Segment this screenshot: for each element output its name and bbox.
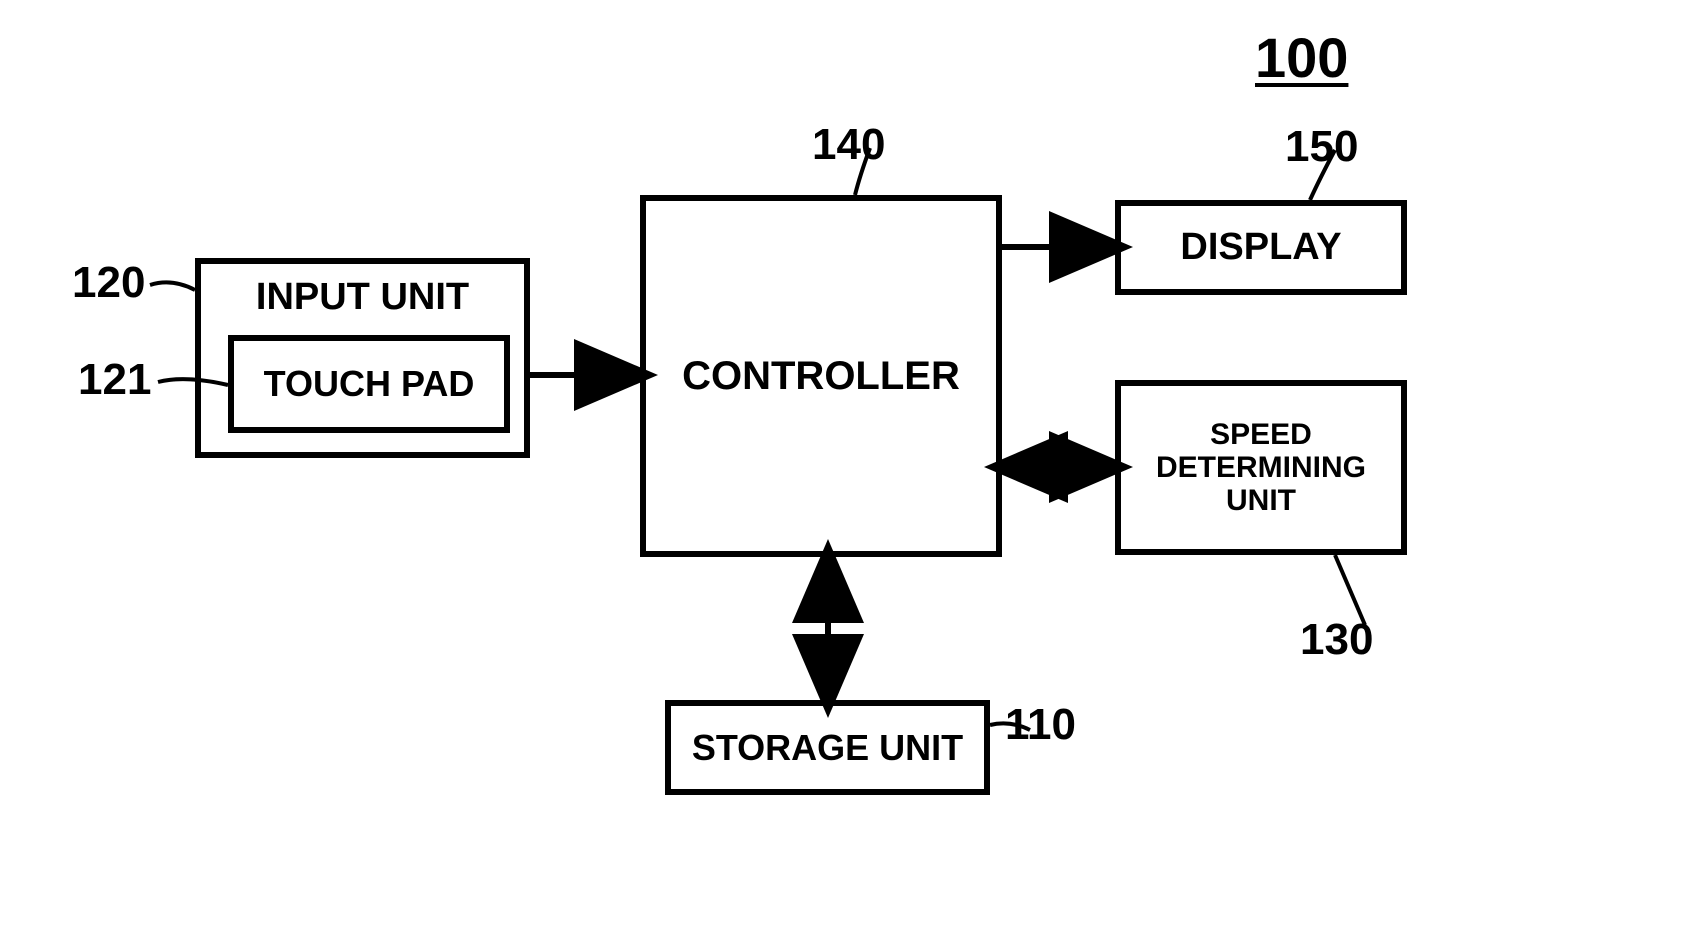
leader-110: [990, 723, 1030, 730]
leader-140: [855, 148, 870, 195]
leader-120: [150, 282, 195, 290]
connectors-layer: [0, 0, 1704, 951]
leader-150: [1310, 150, 1335, 200]
leader-121: [158, 379, 228, 385]
leader-130: [1335, 555, 1365, 625]
